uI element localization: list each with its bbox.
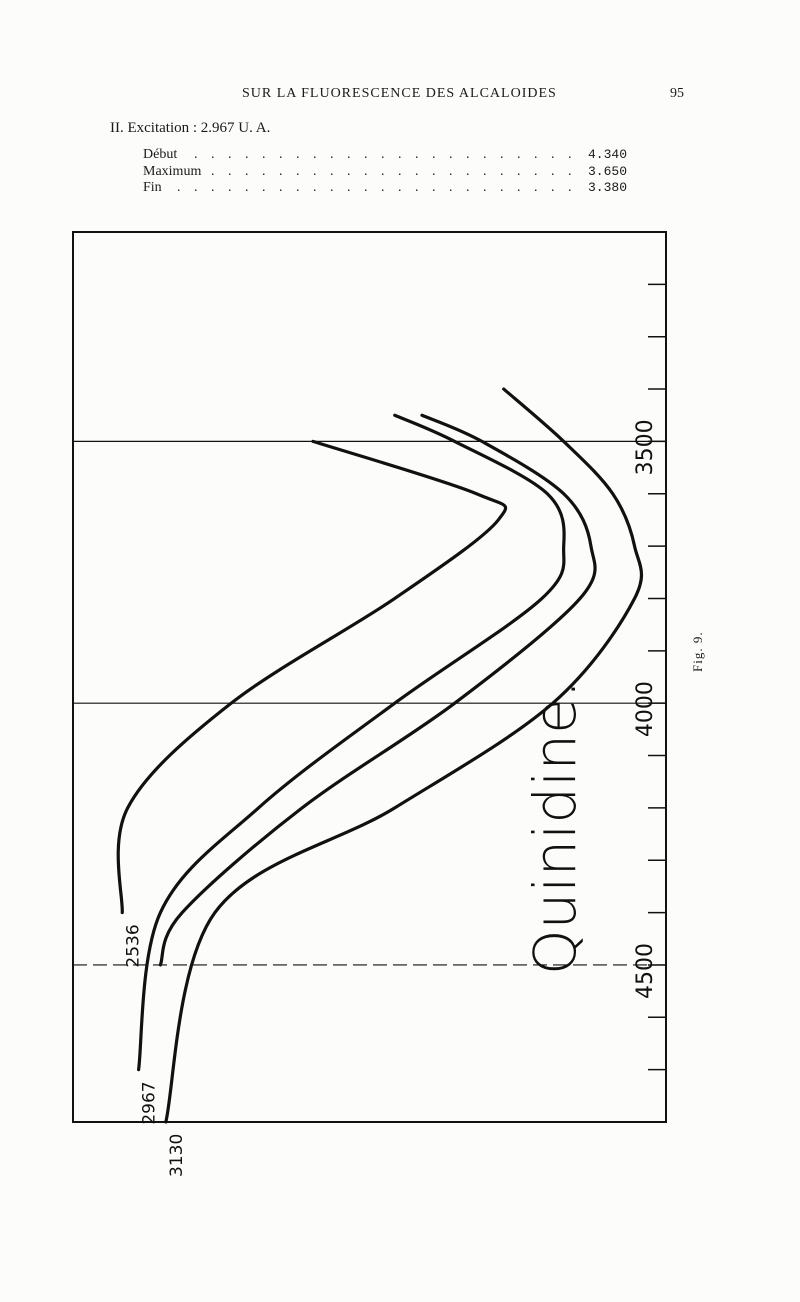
excitation-heading: II. Excitation : 2.967 U. A.	[110, 120, 271, 136]
row-label: Maximum	[143, 163, 205, 180]
table-row: . . . . . . . . . . . . . . . . . . . . …	[143, 163, 633, 180]
leader-dots: . . . . . . . . . . . . . . . . . . . . …	[143, 147, 573, 162]
axis-labels: 3500 4000 4500 2536 2967 3130	[123, 419, 658, 1177]
series-label: 2536	[123, 924, 143, 967]
row-value: 3.380	[587, 180, 627, 195]
row-value: 4.340	[587, 147, 627, 162]
leader-dots: . . . . . . . . . . . . . . . . . . . . …	[143, 163, 573, 179]
spectrum-curve	[164, 387, 644, 1124]
spectrum-curve	[137, 413, 566, 1072]
axis-label: 4500	[633, 943, 658, 999]
spectrum-curves	[116, 387, 644, 1124]
page-header: SUR LA FLUORESCENCE DES ALCALOIDES 95	[0, 86, 800, 106]
leader-dots: . . . . . . . . . . . . . . . . . . . . …	[143, 180, 573, 195]
axis-label: 3500	[633, 419, 658, 475]
reference-lines	[73, 440, 666, 966]
row-value: 3.650	[587, 163, 627, 179]
figure-frame	[72, 231, 667, 1123]
excitation-table: . . . . . . . . . . . . . . . . . . . . …	[143, 147, 633, 197]
row-label: Début	[143, 147, 181, 164]
spectrum-curve	[158, 413, 597, 967]
axis-label: 4000	[633, 681, 658, 737]
spectrum-curve	[116, 439, 508, 915]
row-label: Fin	[143, 180, 165, 197]
series-label: 3130	[167, 1134, 187, 1177]
running-title: SUR LA FLUORESCENCE DES ALCALOIDES	[242, 86, 557, 101]
page-number: 95	[670, 86, 684, 101]
compound-label: Quinidine.	[521, 680, 589, 975]
series-label: 2967	[140, 1081, 160, 1124]
table-row: . . . . . . . . . . . . . . . . . . . . …	[143, 147, 633, 164]
table-row: . . . . . . . . . . . . . . . . . . . . …	[143, 180, 633, 197]
figure-caption: Fig. 9.	[690, 631, 705, 672]
